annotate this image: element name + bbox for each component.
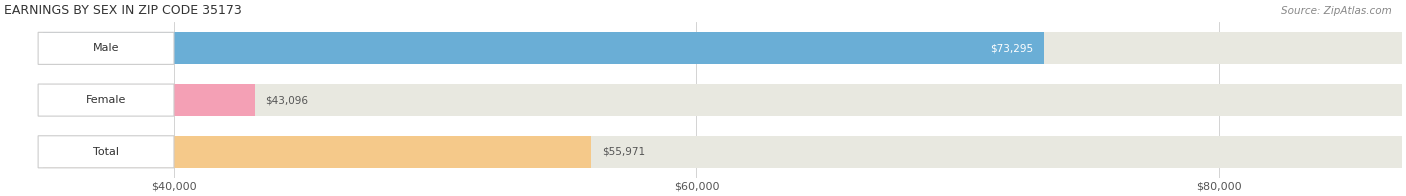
FancyBboxPatch shape (38, 84, 174, 116)
FancyBboxPatch shape (38, 32, 174, 64)
Text: Source: ZipAtlas.com: Source: ZipAtlas.com (1281, 6, 1392, 16)
Text: Male: Male (93, 43, 120, 53)
Text: $55,971: $55,971 (602, 147, 645, 157)
Text: Female: Female (86, 95, 127, 105)
Bar (44, 84, 1402, 116)
Bar (44, 136, 591, 168)
Bar (44, 32, 1402, 64)
Text: $73,295: $73,295 (990, 43, 1033, 53)
Bar (44, 136, 1402, 168)
Text: EARNINGS BY SEX IN ZIP CODE 35173: EARNINGS BY SEX IN ZIP CODE 35173 (4, 4, 242, 17)
Bar (44, 84, 254, 116)
Text: Total: Total (93, 147, 120, 157)
Bar (44, 32, 1043, 64)
Text: $43,096: $43,096 (266, 95, 308, 105)
FancyBboxPatch shape (38, 136, 174, 168)
